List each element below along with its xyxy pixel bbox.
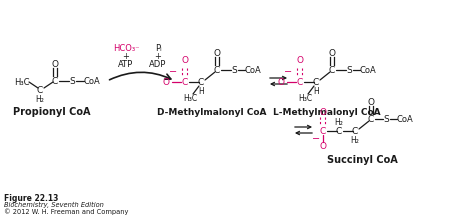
Text: © 2012 W. H. Freeman and Company: © 2012 W. H. Freeman and Company — [4, 209, 128, 215]
Text: CoA: CoA — [245, 66, 261, 75]
Text: C: C — [182, 77, 188, 86]
Text: H: H — [313, 86, 319, 95]
Text: C: C — [329, 66, 335, 75]
Text: C: C — [37, 86, 43, 95]
Text: C: C — [214, 66, 220, 75]
Text: CoA: CoA — [360, 66, 376, 75]
Text: S: S — [231, 66, 237, 75]
Text: O: O — [163, 77, 170, 86]
Text: C: C — [198, 77, 204, 86]
Text: S: S — [383, 114, 389, 123]
Text: O: O — [182, 55, 189, 64]
Text: O: O — [213, 48, 220, 57]
Text: −: − — [312, 134, 320, 144]
Text: C: C — [368, 114, 374, 123]
Text: O: O — [367, 97, 374, 106]
Text: O: O — [328, 48, 336, 57]
Text: S: S — [69, 77, 75, 86]
Text: +: + — [155, 51, 162, 61]
Text: C: C — [336, 126, 342, 136]
Text: O: O — [52, 59, 58, 68]
Text: H₃C: H₃C — [183, 94, 197, 103]
Text: ATP: ATP — [118, 59, 134, 68]
Text: Succinyl CoA: Succinyl CoA — [327, 155, 397, 165]
Text: D-Methylmalonyl CoA: D-Methylmalonyl CoA — [157, 108, 267, 117]
Text: CoA: CoA — [397, 114, 413, 123]
Text: C: C — [52, 77, 58, 86]
Text: L-Methylmalonyl CoA: L-Methylmalonyl CoA — [273, 108, 381, 117]
Text: Propionyl CoA: Propionyl CoA — [13, 107, 91, 117]
Text: H: H — [198, 86, 204, 95]
Text: H₂: H₂ — [36, 95, 45, 103]
Text: O: O — [319, 108, 327, 117]
Text: HCO₃⁻: HCO₃⁻ — [113, 44, 139, 53]
Text: C: C — [297, 77, 303, 86]
Text: −: − — [284, 67, 292, 77]
Text: H₃C: H₃C — [298, 94, 312, 103]
Text: O: O — [297, 55, 303, 64]
Text: C: C — [352, 126, 358, 136]
Text: O: O — [319, 141, 327, 150]
Text: H₂: H₂ — [351, 136, 359, 145]
Text: Pᵢ: Pᵢ — [155, 44, 161, 53]
Text: CoA: CoA — [83, 77, 100, 86]
Text: ADP: ADP — [149, 59, 167, 68]
Text: Figure 22.13: Figure 22.13 — [4, 194, 58, 202]
Text: C: C — [313, 77, 319, 86]
Text: H₃C: H₃C — [14, 77, 29, 86]
Text: H₂: H₂ — [335, 117, 344, 126]
Text: +: + — [123, 51, 129, 61]
Text: C: C — [320, 126, 326, 136]
Text: −: − — [169, 67, 177, 77]
Text: Biochemistry, Seventh Edition: Biochemistry, Seventh Edition — [4, 202, 104, 208]
Text: S: S — [346, 66, 352, 75]
Text: O: O — [277, 77, 284, 86]
